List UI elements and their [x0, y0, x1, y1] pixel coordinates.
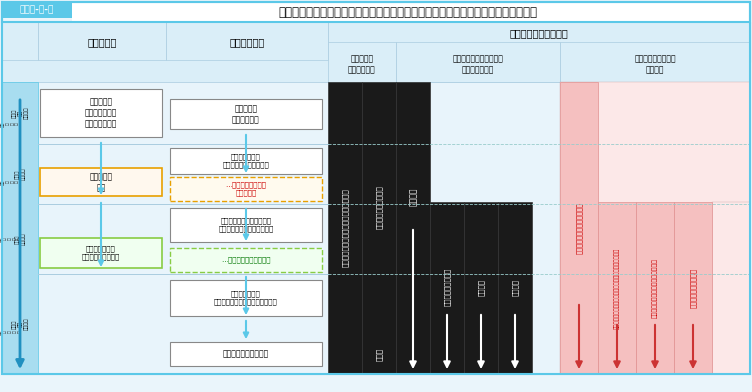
Text: 避難所の解消・正常化: 避難所の解消・正常化 [223, 350, 269, 359]
Bar [2, 22, 38, 62]
Bar [2, 60, 750, 82]
Text: 電源・ガス・トイレ: 電源・ガス・トイレ [444, 268, 450, 306]
Text: 〜教育
活動
再開期〜: 〜教育 活動 再開期〜 [11, 318, 29, 330]
Text: 情報通信: 情報通信 [408, 188, 417, 206]
Text: …良好な避難生活へ移行: …良好な避難生活へ移行 [221, 257, 271, 263]
Text: ライフライン・
情報通信の漸次復旧: ライフライン・ 情報通信の漸次復旧 [82, 246, 120, 260]
Text: 避難所の状況: 避難所の状況 [229, 37, 265, 47]
Bar [674, 202, 712, 374]
Bar [170, 342, 322, 366]
Bar [2, 22, 750, 62]
Text: 図表１-２-７: 図表１-２-７ [20, 5, 54, 15]
Bar [498, 202, 532, 374]
Bar [396, 82, 430, 374]
Text: 地域住民の
学校への避難: 地域住民の 学校への避難 [232, 104, 260, 124]
Bar [2, 22, 750, 374]
Text: 等の備蓄: 等の備蓄 [478, 278, 484, 296]
Text: 教育活動の再開
（教育活動と避難所機能の両立）: 教育活動の再開 （教育活動と避難所機能の両立） [214, 290, 278, 305]
Bar [2, 2, 72, 18]
Bar [560, 42, 750, 82]
Bar [464, 202, 498, 374]
Bar [170, 148, 322, 174]
Bar [72, 2, 750, 22]
Bar [2, 82, 38, 374]
Bar [362, 82, 396, 374]
Bar [170, 248, 322, 272]
Bar [40, 238, 162, 268]
Bar [170, 280, 322, 316]
Text: 〜数
日
程
度: 〜数 日 程 度 [1, 180, 20, 185]
Bar [328, 82, 362, 374]
Text: 避難所として必要な
スペース: 避難所として必要な スペース [634, 54, 676, 74]
Text: 居住スペース・運営スペース: 居住スペース・運営スペース [576, 202, 582, 254]
Bar [170, 99, 322, 129]
Bar [328, 42, 396, 82]
Text: 障害のある児童生徒・高齢者・妊産婦等の専用スペース: 障害のある児童生徒・高齢者・妊産婦等の専用スペース [614, 247, 620, 328]
Bar [560, 82, 598, 374]
Bar [396, 42, 560, 82]
Text: 救援物資の
到着: 救援物資の 到着 [89, 172, 113, 192]
Text: 〜数
日
程
度: 〜数 日 程 度 [1, 122, 20, 127]
Text: 耐火性: 耐火性 [376, 347, 382, 361]
Text: 〜生命
確保期〜: 〜生命 確保期〜 [14, 168, 26, 180]
Text: 社会的状況: 社会的状況 [87, 37, 117, 47]
Text: 学校施設の
基本的な条件: 学校施設の 基本的な条件 [348, 54, 376, 74]
Bar [328, 22, 750, 44]
Text: 自治組織による運営への移
行，ボランティア活動の開始: 自治組織による運営への移 行，ボランティア活動の開始 [218, 218, 274, 232]
Bar [2, 2, 750, 22]
Bar [40, 168, 162, 196]
Text: 避難所となる学校施設に必要な機能と災害発生後の４つの段階（フェーズ）の関係: 避難所となる学校施設に必要な機能と災害発生後の４つの段階（フェーズ）の関係 [278, 5, 538, 18]
Bar [170, 208, 322, 242]
Text: 災害の発生
ライフライン・
情報通信の途絶: 災害の発生 ライフライン・ 情報通信の途絶 [85, 97, 117, 129]
Text: 〜救命
避難
直後期〜: 〜救命 避難 直後期〜 [11, 107, 29, 119]
Text: 救援物資保管スペース: 救援物資保管スペース [690, 268, 696, 308]
Text: バリアフリー・断熱性: バリアフリー・断熱性 [376, 185, 382, 229]
Bar [170, 177, 322, 201]
Bar [430, 202, 464, 374]
Text: 避難所の開設・
市町村による避難所運営: 避難所の開設・ 市町村による避難所運営 [223, 154, 269, 168]
Text: 食料飲料: 食料飲料 [511, 278, 518, 296]
Text: 耐震性（非構造部材の耐震対策を含む）: 耐震性（非構造部材の耐震対策を含む） [341, 189, 348, 267]
Text: 避難所として必要となる
機能（非常用）: 避難所として必要となる 機能（非常用） [453, 54, 503, 74]
Bar [40, 89, 162, 137]
Text: 〜生活
確保期〜: 〜生活 確保期〜 [14, 233, 26, 245]
Text: 〜数
週
間
程
度: 〜数 週 間 程 度 [0, 236, 22, 241]
Bar [38, 22, 166, 62]
Bar [560, 82, 750, 374]
Bar [712, 202, 750, 374]
Bar [166, 22, 328, 62]
Text: …必要最低限の避難
生活の確保: …必要最低限の避難 生活の確保 [226, 181, 266, 196]
Bar [636, 202, 674, 374]
Text: 〜数
か
月
程
度: 〜数 か 月 程 度 [0, 329, 22, 335]
Text: 炊き出しスペース・着替えスペース: 炊き出しスペース・着替えスペース [652, 258, 658, 318]
Text: 必要と考えられる機能: 必要と考えられる機能 [510, 28, 569, 38]
Bar [598, 202, 636, 374]
